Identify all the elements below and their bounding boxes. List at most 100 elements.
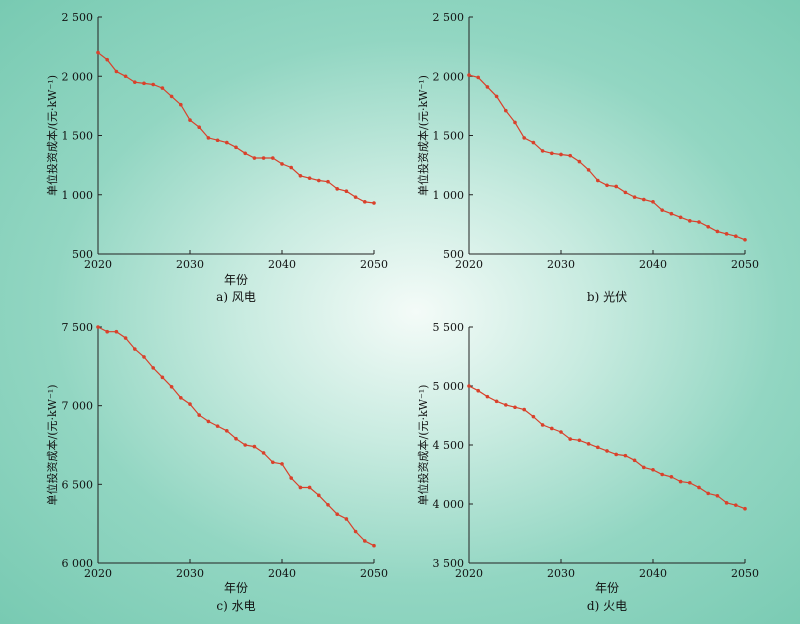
data-point (586, 442, 591, 446)
series-line (97, 326, 375, 547)
chart-caption: a) 风电 (216, 290, 256, 304)
data-point (724, 501, 729, 505)
y-tick-label: 2 000 (433, 70, 465, 83)
data-point (522, 407, 526, 412)
data-point (743, 506, 747, 511)
data-point (234, 145, 238, 150)
data-point (96, 325, 100, 329)
data-point (344, 189, 349, 193)
data-point (614, 452, 618, 457)
data-point (160, 375, 165, 380)
data-point (225, 429, 229, 433)
data-point (326, 179, 330, 184)
y-tick-label: 2 500 (62, 11, 94, 24)
data-point (651, 200, 655, 204)
data-point (160, 86, 165, 90)
data-point (215, 138, 220, 143)
x-axis-label: 年份 (595, 581, 619, 595)
data-point (467, 384, 471, 388)
data-point (476, 75, 481, 80)
data-point (169, 384, 174, 389)
data-point (568, 153, 572, 158)
y-tick-label: 1 500 (62, 130, 94, 143)
data-point (513, 405, 517, 410)
data-point (522, 136, 526, 140)
data-point (151, 366, 155, 370)
y-tick-label: 6 500 (62, 478, 94, 491)
data-point (372, 543, 376, 548)
data-point (234, 436, 238, 441)
x-tick-label: 2050 (731, 567, 759, 580)
x-tick-label: 2040 (268, 567, 296, 580)
data-point (353, 529, 358, 534)
data-point (504, 108, 508, 113)
data-point (344, 517, 349, 521)
data-point (540, 423, 545, 427)
data-point (697, 485, 701, 490)
data-point (734, 503, 738, 507)
data-point (660, 208, 664, 212)
data-point (678, 479, 683, 484)
data-point (743, 237, 747, 242)
data-point (568, 437, 572, 441)
data-point (188, 118, 192, 122)
chart-panel-4: 3 500 4 000 4 500 5 000 5 500 2020 2030 2040 205… (416, 321, 759, 613)
data-point (317, 493, 321, 498)
y-tick-label: 4 000 (433, 498, 465, 511)
data-point (243, 443, 247, 447)
x-tick-label: 2020 (84, 258, 112, 271)
data-point (114, 69, 119, 74)
chart-caption: c) 水电 (216, 599, 255, 613)
data-point (298, 485, 303, 490)
data-point (206, 136, 211, 140)
data-point (614, 184, 618, 189)
x-tick-label: 2030 (176, 567, 204, 580)
y-tick-label: 5 000 (433, 380, 465, 393)
data-point (271, 460, 275, 465)
x-axis-label: 年份 (224, 581, 248, 595)
x-tick-label: 2050 (731, 258, 759, 271)
data-point (688, 219, 692, 223)
data-point (724, 232, 729, 236)
data-point (197, 413, 201, 417)
data-point (623, 453, 628, 458)
data-point (261, 451, 266, 455)
chart-panel-3: 6 000 6 500 7 000 7 500 2020 2030 2040 2050 单位投资… (45, 321, 388, 613)
series-line (468, 385, 746, 510)
y-tick-label: 7 000 (62, 400, 94, 413)
data-point (715, 229, 720, 234)
data-point (577, 438, 582, 443)
x-tick-label: 2040 (639, 567, 667, 580)
data-point (494, 94, 499, 99)
data-point (123, 336, 128, 340)
y-tick-label: 1 000 (62, 189, 94, 202)
data-point (550, 426, 554, 431)
data-point (632, 195, 637, 199)
y-axis-label: 单位投资成本/(元·kW⁻¹) (45, 385, 59, 506)
data-point (706, 491, 710, 496)
data-point (335, 187, 340, 191)
x-tick-label: 2040 (268, 258, 296, 271)
data-point (363, 539, 367, 543)
data-point (513, 120, 517, 125)
data-point (678, 215, 683, 220)
data-point (715, 493, 720, 498)
data-point (133, 80, 137, 84)
data-point (307, 485, 312, 490)
data-point (289, 476, 294, 480)
data-point (215, 424, 220, 428)
data-point (559, 152, 563, 157)
data-point (151, 82, 155, 87)
data-point (540, 149, 545, 153)
data-point (660, 472, 664, 477)
data-point (179, 102, 183, 107)
data-point (335, 512, 340, 517)
data-point (289, 165, 294, 170)
y-axis-label: 单位投资成本/(元·kW⁻¹) (45, 75, 59, 196)
data-point (105, 57, 109, 62)
y-tick-label: 500 (443, 248, 464, 261)
data-point (317, 178, 321, 183)
data-point (734, 234, 738, 239)
x-tick-label: 2020 (455, 258, 483, 271)
